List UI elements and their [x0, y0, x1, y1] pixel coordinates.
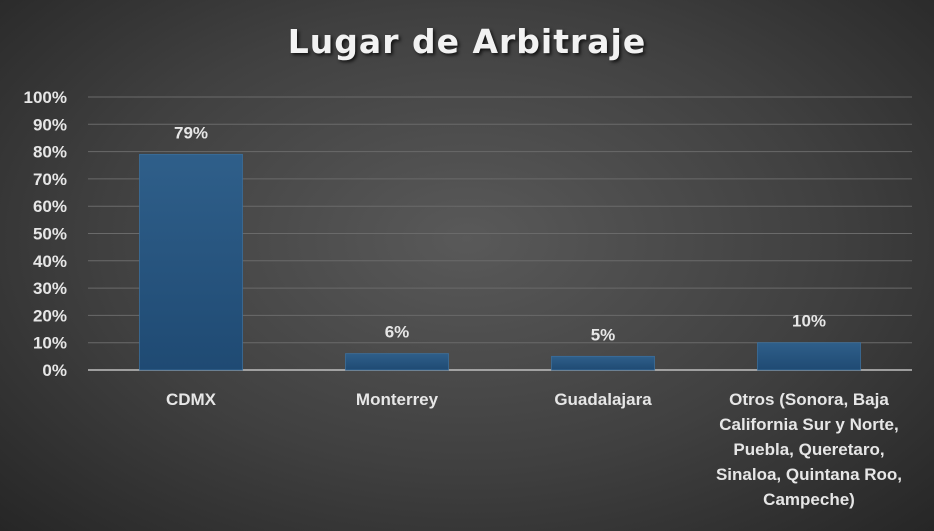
- x-category-label: Monterrey: [356, 390, 439, 409]
- y-tick-label: 10%: [33, 334, 67, 353]
- y-tick-label: 20%: [33, 306, 67, 325]
- x-category-label: California Sur y Norte,: [719, 415, 898, 434]
- y-tick-label: 90%: [33, 115, 67, 134]
- labels: 0% 10% 20% 30% 40% 50% 60% 70% 80% 90% 100% 79% CDMX…: [24, 88, 903, 509]
- x-category-label: Otros (Sonora, Baja: [729, 390, 889, 409]
- data-label: 10%: [792, 312, 826, 331]
- x-category-label: Sinaloa, Quintana Roo,: [716, 465, 902, 484]
- x-category-label: Campeche): [763, 490, 855, 509]
- y-tick-label: 40%: [33, 252, 67, 271]
- data-label: 6%: [385, 323, 410, 342]
- x-category-label: Guadalajara: [554, 390, 652, 409]
- y-tick-label: 60%: [33, 197, 67, 216]
- bar: [551, 355, 655, 371]
- y-tick-label: 100%: [24, 88, 67, 107]
- x-category-label: CDMX: [166, 390, 217, 409]
- y-tick-label: 70%: [33, 170, 67, 189]
- bar: [139, 153, 243, 371]
- bar: [345, 353, 449, 371]
- y-tick-label: 30%: [33, 279, 67, 298]
- data-label: 5%: [591, 325, 616, 344]
- x-category-label: Puebla, Queretaro,: [733, 440, 884, 459]
- y-tick-label: 80%: [33, 143, 67, 162]
- y-tick-label: 0%: [42, 361, 67, 380]
- bars: [139, 153, 861, 371]
- data-label: 79%: [174, 123, 208, 142]
- chart-title: Lugar de Arbitraje: [287, 22, 647, 61]
- bar: [757, 342, 861, 371]
- y-tick-label: 50%: [33, 225, 67, 244]
